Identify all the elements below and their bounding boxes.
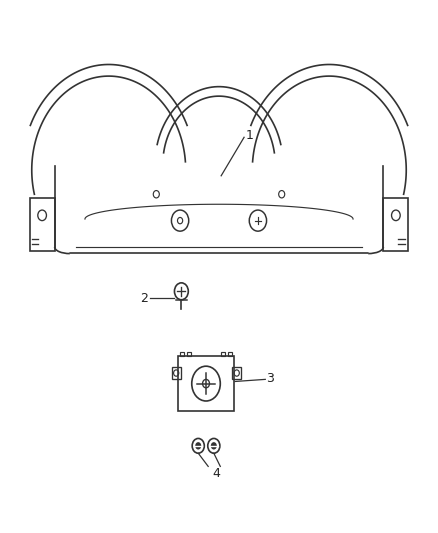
Bar <box>187 352 191 357</box>
Text: 4: 4 <box>212 467 220 480</box>
Circle shape <box>211 442 217 449</box>
Bar <box>172 367 180 379</box>
Bar <box>228 352 232 357</box>
Bar <box>180 352 184 357</box>
Bar <box>233 367 241 379</box>
Text: 1: 1 <box>246 129 254 142</box>
Text: 2: 2 <box>140 292 148 305</box>
Bar <box>221 352 225 357</box>
Text: 3: 3 <box>267 372 275 385</box>
Circle shape <box>195 442 201 449</box>
Bar <box>178 356 234 411</box>
